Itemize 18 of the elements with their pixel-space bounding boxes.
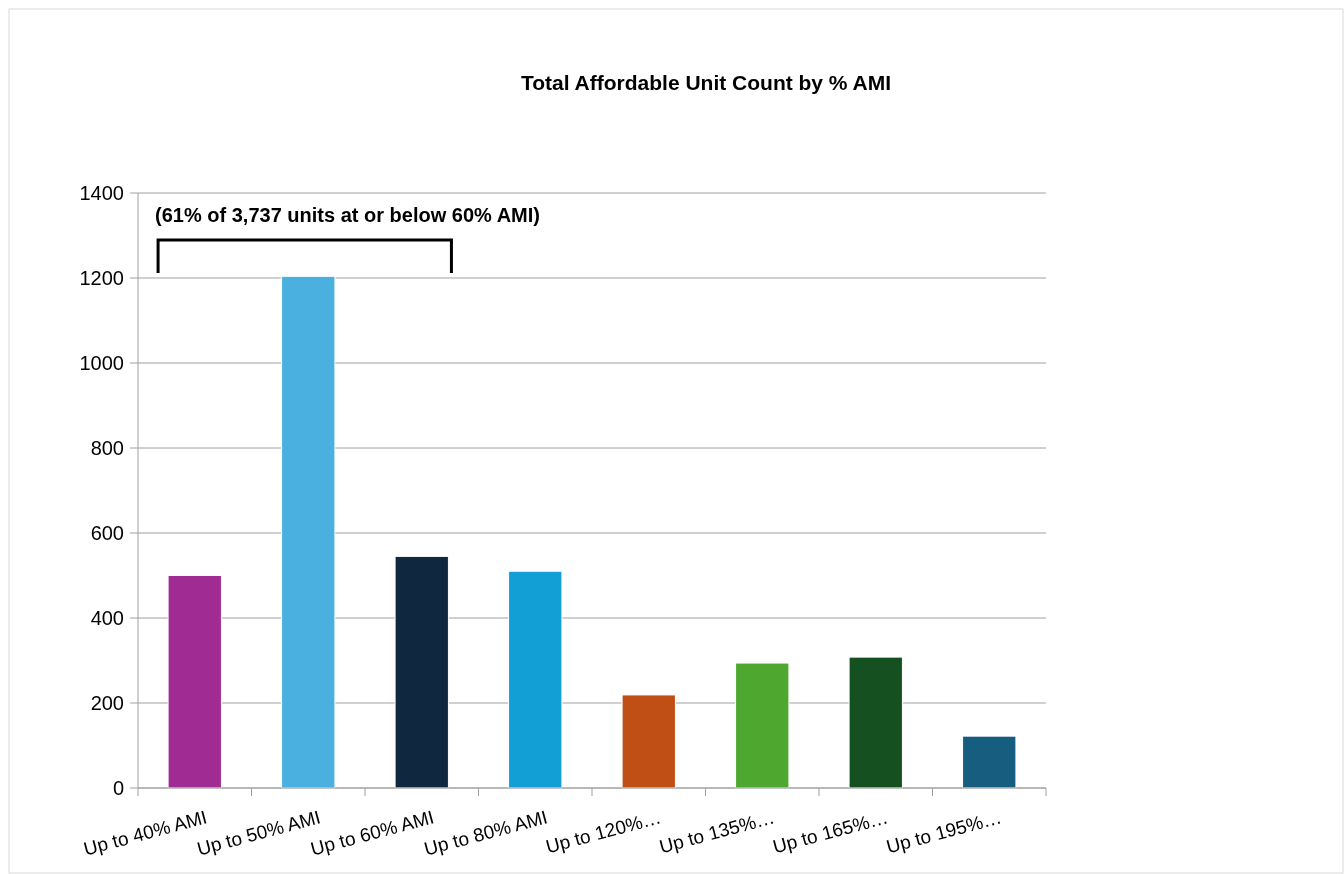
bar <box>735 662 790 789</box>
bar <box>848 656 903 789</box>
bar <box>508 570 563 789</box>
y-tick-label: 1200 <box>79 267 124 289</box>
chart-title: Total Affordable Unit Count by % AMI <box>520 71 892 94</box>
bar <box>281 275 336 789</box>
y-tick-label: 1000 <box>79 352 124 374</box>
bar <box>962 735 1017 789</box>
y-tick-label: 1400 <box>79 182 124 204</box>
y-tick-label: 800 <box>90 437 124 459</box>
bar <box>167 575 222 789</box>
y-tick-label: 200 <box>90 692 124 714</box>
y-tick-label: 0 <box>112 777 124 799</box>
bar <box>621 694 676 789</box>
y-tick-label: 400 <box>90 607 124 629</box>
bar <box>394 555 449 789</box>
y-tick-label: 600 <box>90 522 124 544</box>
annotation: (61% of 3,737 units at or below 60% AMI) <box>155 204 540 226</box>
